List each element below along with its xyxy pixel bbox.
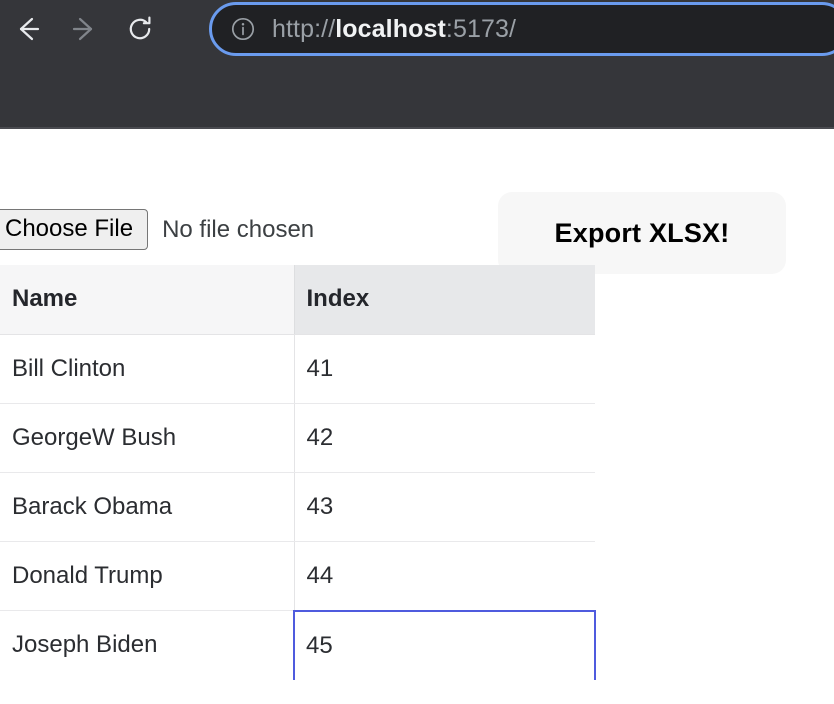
reload-icon xyxy=(124,13,156,45)
table-row[interactable]: Donald Trump 44 xyxy=(0,541,595,611)
table-header-row: Name Index xyxy=(0,265,595,335)
back-arrow-icon xyxy=(12,13,44,45)
page-content: Choose File No file chosen Export XLSX! … xyxy=(0,131,834,704)
choose-file-button[interactable]: Choose File xyxy=(0,209,149,250)
forward-arrow-icon xyxy=(68,13,100,45)
file-status-text: No file chosen xyxy=(162,215,315,243)
cell-index-selected[interactable]: 45 xyxy=(293,609,596,680)
cell-index[interactable]: 44 xyxy=(293,541,595,611)
controls-row: Choose File No file chosen Export XLSX! xyxy=(0,192,834,274)
cell-index[interactable]: 41 xyxy=(293,334,595,404)
cell-name[interactable]: Barack Obama xyxy=(0,472,294,542)
export-xlsx-button[interactable]: Export XLSX! xyxy=(498,192,786,274)
browser-toolbar: http://localhost:5173/ xyxy=(0,0,834,129)
column-header-name[interactable]: Name xyxy=(0,265,294,335)
url-scheme: http:// xyxy=(272,14,336,43)
cell-name[interactable]: Bill Clinton xyxy=(0,334,294,404)
url-path: :5173/ xyxy=(445,14,517,43)
table-row[interactable]: Bill Clinton 41 xyxy=(0,334,595,404)
cell-index[interactable]: 43 xyxy=(293,472,595,542)
navigation-controls xyxy=(0,0,168,58)
forward-button[interactable] xyxy=(56,1,112,57)
table-body: Bill Clinton 41 GeorgeW Bush 42 Barack O… xyxy=(0,334,596,680)
table-header: Name Index xyxy=(0,265,595,335)
table-row[interactable]: Barack Obama 43 xyxy=(0,472,595,542)
cell-name[interactable]: Joseph Biden xyxy=(0,610,294,680)
cell-name[interactable]: Donald Trump xyxy=(0,541,294,611)
cell-name[interactable]: GeorgeW Bush xyxy=(0,403,294,473)
presidents-table: Name Index Bill Clinton 41 GeorgeW Bush … xyxy=(0,265,596,680)
table-row[interactable]: Joseph Biden 45 xyxy=(0,609,596,680)
address-bar-text: http://localhost:5173/ xyxy=(272,15,516,44)
file-upload-input[interactable]: Choose File No file chosen xyxy=(0,209,314,250)
column-header-index[interactable]: Index xyxy=(293,265,595,335)
table-row[interactable]: GeorgeW Bush 42 xyxy=(0,403,595,473)
cell-index[interactable]: 42 xyxy=(293,403,595,473)
address-bar[interactable]: http://localhost:5173/ xyxy=(209,2,834,56)
reload-button[interactable] xyxy=(112,1,168,57)
back-button[interactable] xyxy=(0,1,56,57)
url-host: localhost xyxy=(335,14,446,43)
site-info-icon[interactable] xyxy=(230,16,256,42)
